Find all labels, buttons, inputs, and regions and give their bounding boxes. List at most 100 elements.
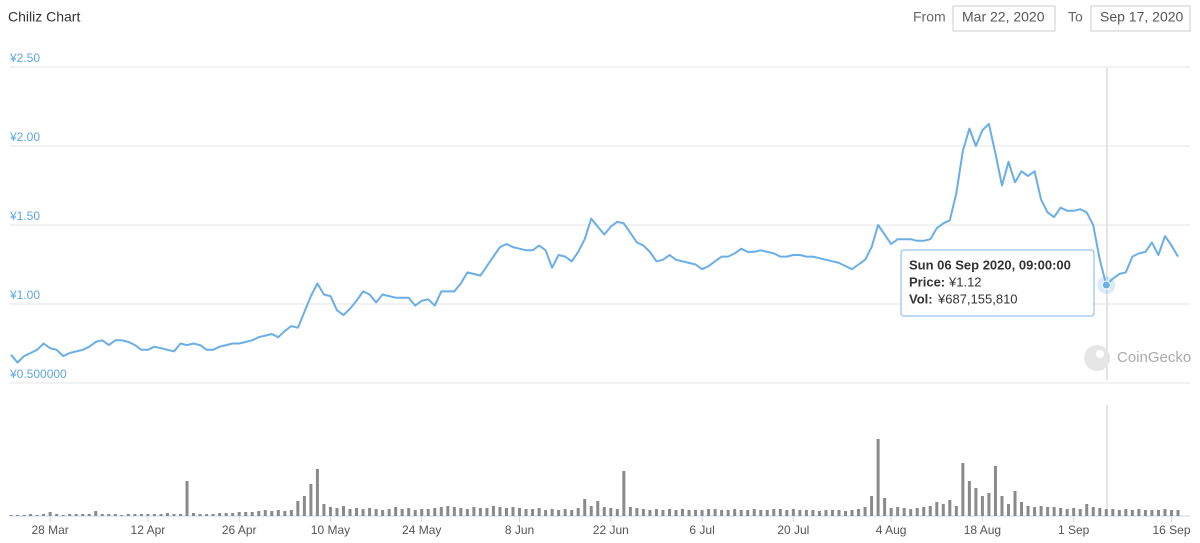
x-tick-label: 1 Sep — [1058, 523, 1090, 537]
volume-bar — [589, 506, 593, 516]
volume-bar — [531, 509, 535, 516]
watermark: CoinGecko — [1084, 345, 1191, 371]
x-tick-label: 28 Mar — [31, 523, 68, 537]
volume-bar — [120, 515, 124, 516]
volume-bar — [459, 508, 463, 516]
volume-bar — [185, 481, 189, 516]
volume-bar — [1104, 509, 1108, 516]
y-tick-label: ¥1.50 — [9, 209, 40, 223]
volume-bar — [1085, 504, 1089, 516]
to-label: To — [1068, 9, 1083, 25]
from-date: Mar 22, 2020 — [962, 9, 1045, 25]
volume-bar — [9, 515, 13, 516]
volume-bar — [557, 510, 561, 516]
volume-bar — [87, 514, 91, 516]
volume-bar — [270, 511, 274, 516]
volume-bar — [289, 510, 293, 516]
volume-bar — [439, 507, 443, 516]
volume-bar — [498, 507, 502, 516]
y-tick-label: ¥2.50 — [9, 51, 40, 65]
volume-bar — [296, 501, 300, 516]
volume-bar — [341, 506, 345, 516]
volume-bar — [902, 508, 906, 516]
volume-bar — [1176, 510, 1180, 516]
volume-bar — [993, 466, 997, 516]
volume-bar — [283, 511, 287, 516]
volume-bar — [1039, 506, 1043, 516]
volume-bar — [48, 512, 52, 516]
volume-bar — [609, 508, 613, 516]
volume-bar — [772, 509, 776, 516]
volume-bar — [348, 509, 352, 516]
volume-bar — [1072, 508, 1076, 516]
tooltip-volume: ¥687,155,810 — [937, 291, 1018, 306]
volume-bar — [276, 510, 280, 516]
watermark-text: CoinGecko — [1117, 349, 1191, 366]
tooltip-price: ¥1.12 — [948, 274, 982, 289]
volume-bar — [237, 512, 241, 516]
volume-bar — [146, 514, 150, 516]
volume-bar — [765, 510, 769, 516]
volume-bar — [407, 508, 411, 516]
volume-bar — [889, 508, 893, 516]
volume-bar — [1156, 510, 1160, 516]
volume-bar — [35, 515, 39, 516]
x-tick-label: 16 Sep — [1152, 523, 1190, 537]
x-tick-label: 22 Jun — [593, 523, 629, 537]
volume-bar — [315, 469, 319, 516]
volume-bar — [1046, 507, 1050, 516]
tooltip-volume-label: Vol: — [909, 291, 933, 306]
volume-bar — [465, 509, 469, 516]
volume-bar — [1020, 502, 1024, 516]
volume-bar — [218, 513, 222, 516]
volume-bar — [739, 510, 743, 516]
volume-bar — [909, 509, 913, 516]
volume-bar — [1143, 510, 1147, 516]
x-tick-label: 10 May — [311, 523, 350, 537]
volume-bar — [583, 499, 587, 516]
x-tick-label: 20 Jul — [777, 523, 809, 537]
volume-bar — [1163, 509, 1167, 516]
volume-bar — [74, 514, 78, 516]
volume-bar — [518, 508, 522, 516]
volume-bar — [485, 508, 489, 516]
volume-bar — [563, 509, 567, 516]
volume-bar — [537, 508, 541, 516]
volume-bar — [681, 509, 685, 516]
from-input[interactable] — [952, 5, 1056, 32]
volume-bar — [107, 514, 111, 516]
volume-bar — [830, 510, 834, 516]
volume-bar — [759, 510, 763, 516]
volume-bar — [198, 514, 202, 516]
volume-bar — [837, 510, 841, 516]
volume-bar — [746, 510, 750, 516]
volume-bar — [433, 508, 437, 516]
volume-bar — [100, 514, 104, 516]
volume-bar — [1052, 507, 1056, 516]
y-tick-label: ¥1.00 — [9, 288, 40, 302]
volume-bar — [387, 509, 391, 516]
volume-bar — [980, 496, 984, 516]
volume-bar — [400, 509, 404, 516]
tooltip: Sun 06 Sep 2020, 09:00:00 Price: ¥1.12 V… — [900, 249, 1095, 317]
volume-bar — [667, 509, 671, 516]
volume-bar — [472, 507, 476, 516]
x-tick-label: 24 May — [402, 523, 441, 537]
volume-bar — [1013, 491, 1017, 516]
volume-bar — [1111, 509, 1115, 516]
volume-bar — [368, 508, 372, 516]
volume-bar — [322, 504, 326, 516]
volume-bar — [641, 509, 645, 516]
volume-bar — [550, 509, 554, 516]
volume-bar — [420, 509, 424, 516]
volume-bar — [42, 514, 46, 516]
volume-bar — [172, 514, 176, 516]
volume-bar — [1117, 510, 1121, 516]
volume-bar — [961, 463, 965, 516]
volume-bar — [1033, 507, 1037, 516]
volume-bar — [941, 504, 945, 516]
to-input[interactable] — [1090, 5, 1191, 32]
volume-bar — [654, 509, 658, 516]
